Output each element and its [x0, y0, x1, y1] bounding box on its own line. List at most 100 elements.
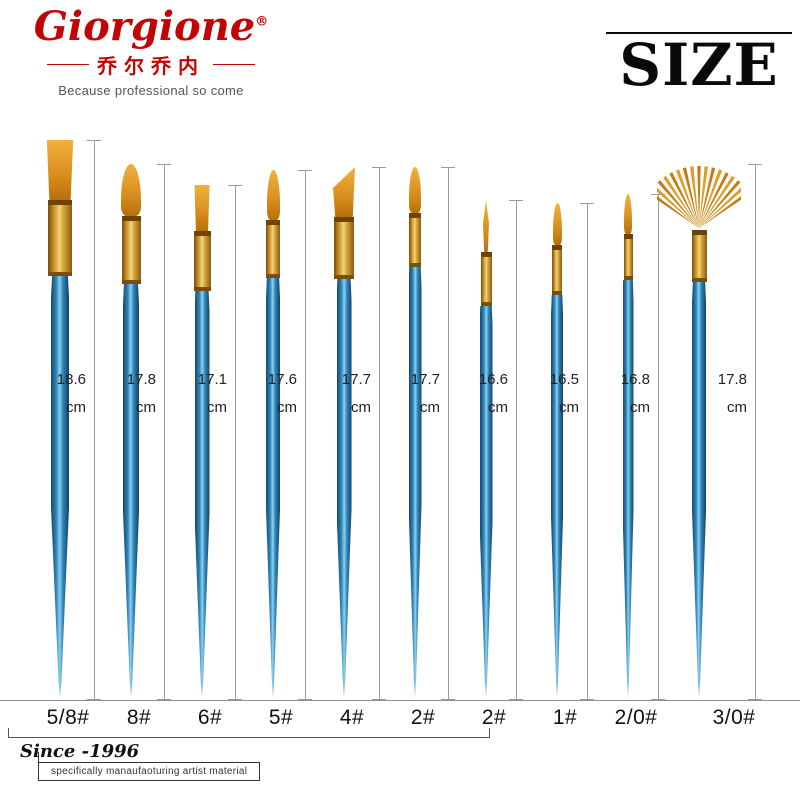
measurement-unit: cm — [207, 399, 227, 416]
brush-size-label: 2# — [481, 706, 507, 729]
brush-1# — [512, 203, 602, 700]
measurement-unit: cm — [559, 399, 579, 416]
measure-vline — [448, 167, 449, 700]
decorative-rule-right — [213, 64, 255, 65]
measure-cap-bottom — [298, 699, 312, 700]
brush-ferrule — [409, 213, 421, 267]
measurement-number: 17.8 — [717, 371, 747, 388]
brush-bristles — [46, 140, 74, 200]
brush-2/0# — [583, 194, 673, 700]
measure-cap-bottom — [580, 699, 594, 700]
fan-bristles — [657, 166, 741, 228]
brush-ferrule — [691, 230, 707, 282]
brush-size-label: 5/8# — [46, 706, 90, 729]
brand-logo: Giorgione® — [26, 6, 276, 48]
measurement-unit: cm — [727, 399, 747, 416]
measurement-line — [87, 140, 101, 700]
baseline-rule — [0, 700, 800, 701]
brush-handle — [123, 284, 139, 698]
measurement-value: 17.1 cm — [169, 372, 227, 415]
measurement-number: 18.6 — [56, 371, 86, 388]
measurement-value: 17.7 cm — [313, 372, 371, 415]
measurement-number: 17.1 — [197, 371, 227, 388]
measurement-value: 16.8 cm — [592, 372, 650, 415]
brush-ferrule — [48, 200, 72, 276]
measure-vline — [305, 170, 306, 700]
measurement-number: 17.8 — [126, 371, 156, 388]
brush-5# — [228, 170, 318, 700]
brush-bristles — [266, 170, 280, 220]
brush-bristles — [194, 185, 210, 231]
brush-2# — [370, 167, 460, 700]
measure-vline — [658, 194, 659, 700]
brush-handle — [266, 278, 280, 698]
brush-size-label: 6# — [197, 706, 223, 729]
brush-handle — [194, 291, 210, 698]
measure-vline — [516, 200, 517, 700]
box-connector-line — [38, 752, 39, 762]
measurement-number: 17.7 — [410, 371, 440, 388]
measurement-line — [651, 194, 665, 700]
brush-ferrule — [193, 231, 211, 291]
brush-5/8# — [15, 140, 105, 700]
measurement-value: 17.6 cm — [239, 372, 297, 415]
footer-bracket-line — [8, 728, 490, 738]
brush-size-label: 2# — [410, 706, 436, 729]
measurement-value: 18.6 cm — [28, 372, 86, 415]
registered-trademark-icon: ® — [255, 14, 269, 30]
measurement-unit: cm — [351, 399, 371, 416]
measurement-unit: cm — [277, 399, 297, 416]
brand-block: Giorgione® 乔尔乔内 Because professional so … — [26, 6, 276, 99]
measurement-line — [509, 200, 523, 700]
measure-vline — [94, 140, 95, 700]
brush-bristles — [624, 194, 632, 234]
measurement-line — [441, 167, 455, 700]
measure-cap-bottom — [509, 699, 523, 700]
measurement-value: 16.5 cm — [521, 372, 579, 415]
brush-size-label: 4# — [339, 706, 365, 729]
brush-ferrule — [334, 217, 354, 279]
measurement-line — [157, 164, 171, 700]
page-title: SIZE — [619, 31, 779, 99]
measure-vline — [379, 167, 380, 700]
brush-size-label: 1# — [552, 706, 578, 729]
brush-handle — [51, 276, 69, 698]
measure-cap-bottom — [157, 699, 171, 700]
decorative-rule-left — [47, 64, 89, 65]
brand-tagline: Because professional so come — [58, 83, 244, 98]
brush-4# — [299, 167, 389, 700]
measurement-unit: cm — [66, 399, 86, 416]
brush-bristles — [409, 167, 421, 213]
brush-ferrule — [266, 220, 280, 278]
measure-vline — [164, 164, 165, 700]
measurement-unit: cm — [630, 399, 650, 416]
materials-caption: specifically manaufaoturing artist mater… — [38, 762, 261, 781]
measurement-number: 16.8 — [620, 371, 650, 388]
brand-logo-text: Giorgione — [33, 3, 256, 50]
brush-handle — [408, 267, 422, 698]
measurement-unit: cm — [488, 399, 508, 416]
measurement-unit: cm — [136, 399, 156, 416]
brush-size-label: 8# — [126, 706, 152, 729]
brush-handle — [336, 279, 352, 698]
measure-cap-bottom — [372, 699, 386, 700]
brand-chinese-name: 乔尔乔内 — [97, 56, 205, 78]
brand-chinese-row: 乔尔乔内 — [26, 50, 276, 79]
brush-ferrule — [121, 216, 141, 284]
brush-handle — [551, 295, 563, 698]
brush-handle — [692, 282, 706, 698]
brush-ferrule — [480, 252, 492, 306]
measure-cap-bottom — [441, 699, 455, 700]
measure-vline — [755, 164, 756, 700]
measurement-value: 17.7 cm — [382, 372, 440, 415]
since-text: Since -1996 — [20, 741, 140, 762]
brush-ferrule — [623, 234, 633, 280]
measurement-number: 16.6 — [478, 371, 508, 388]
size-title-rule — [606, 32, 792, 34]
brush-ferrule — [552, 245, 562, 295]
brush-6# — [157, 185, 247, 700]
measurement-value: 16.6 cm — [450, 372, 508, 415]
measurement-value: 17.8 cm — [689, 372, 747, 415]
